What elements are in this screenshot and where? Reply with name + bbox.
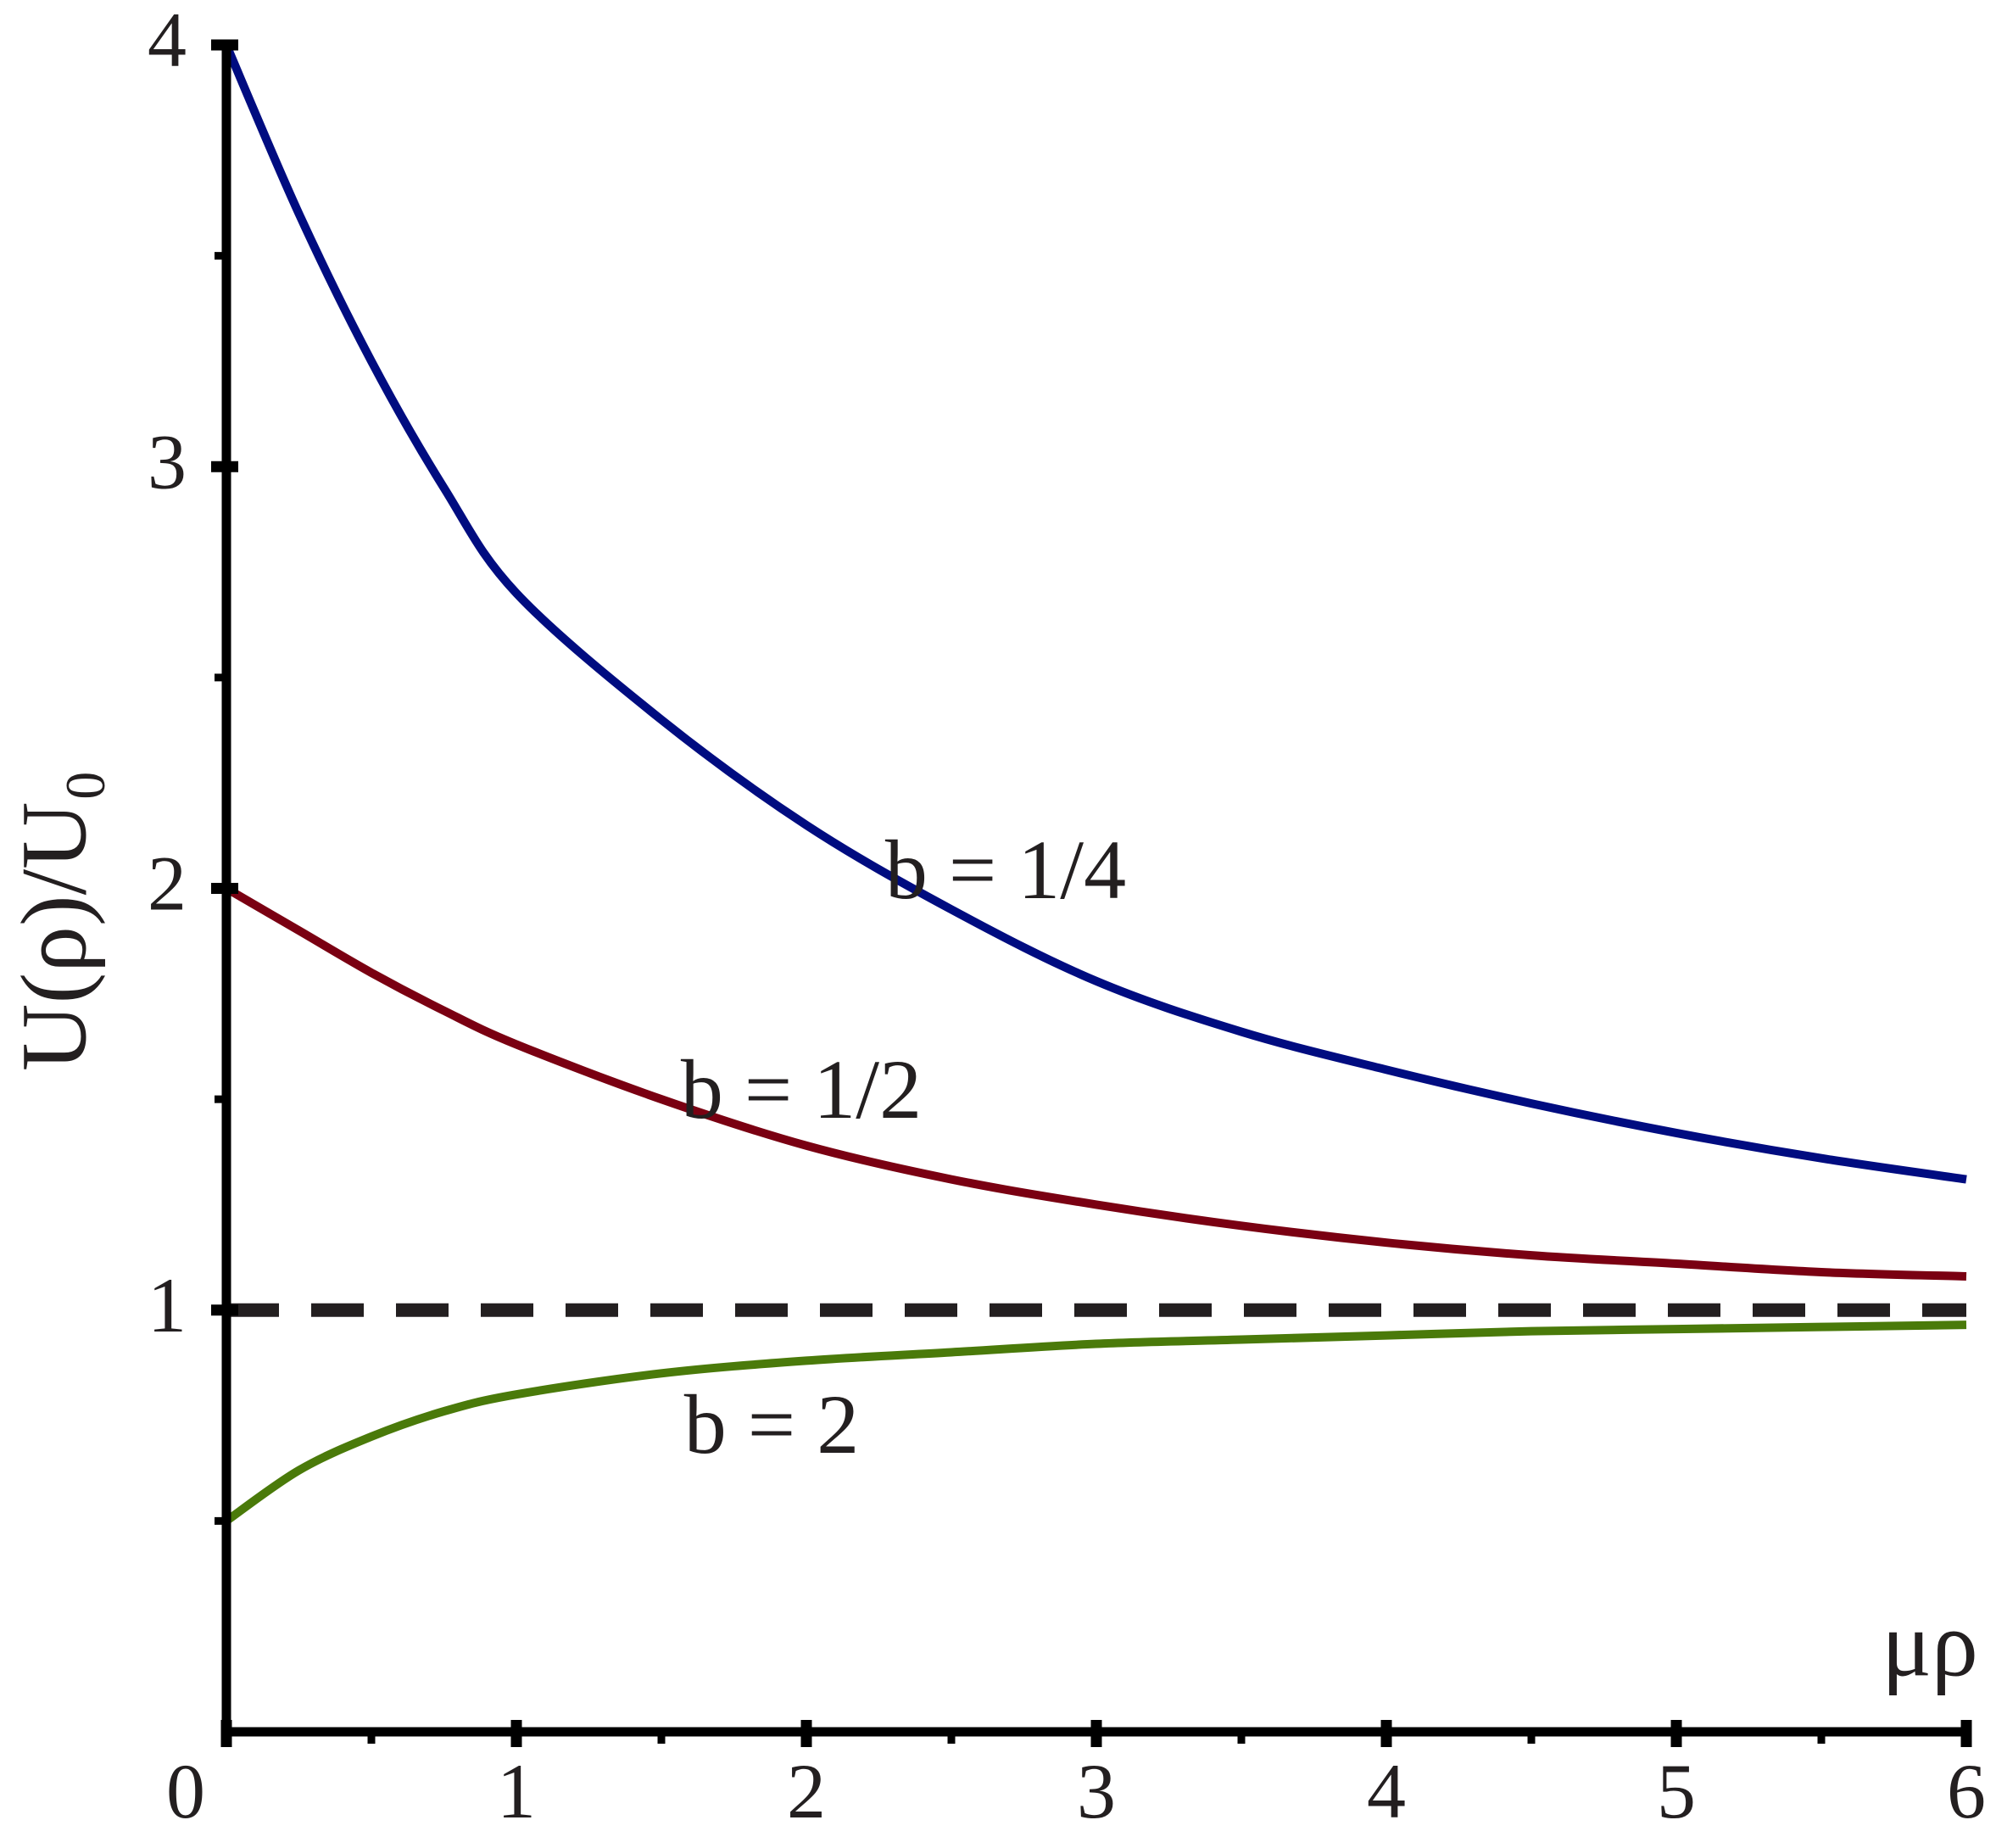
series-line [222,43,1967,1184]
x-tick-label: 5 [1657,1748,1696,1834]
series-label: b = 2 [684,1377,859,1471]
x-tick-label: 2 [787,1748,826,1834]
x-tick-label: 4 [1367,1748,1406,1834]
y-tick-label: 3 [148,418,187,505]
series-label: b = 1/2 [681,1042,922,1136]
x-axis-label: μρ [1882,1592,1978,1695]
x-tick-label: 3 [1077,1748,1116,1834]
x-tick-label: 1 [497,1748,536,1834]
x-tick-label: 0 [166,1748,205,1834]
series-line [224,885,1967,1281]
x-tick-label: 6 [1947,1748,1986,1834]
y-tick-label: 2 [148,840,187,927]
y-axis-label: U(ρ)/U₀ [2,769,105,1071]
series-label: b = 1/4 [885,823,1126,917]
y-tick-label: 1 [148,1262,187,1348]
series-line [224,1320,1967,1525]
y-tick-label: 4 [148,0,187,83]
